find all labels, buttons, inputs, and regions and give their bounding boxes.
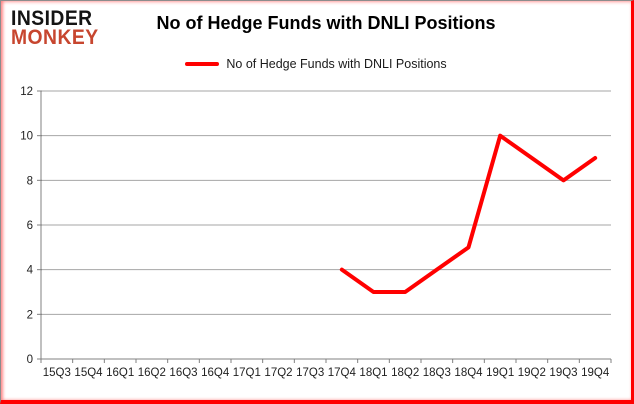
x-tick-label: 15Q3: [43, 367, 71, 379]
legend: No of Hedge Funds with DNLI Positions: [1, 57, 631, 71]
x-tick-label: 19Q3: [549, 367, 577, 379]
x-tick-label: 16Q4: [201, 367, 230, 379]
x-tick-label: 17Q1: [233, 367, 261, 379]
y-tick-label: 10: [20, 131, 33, 143]
x-tick-label: 17Q4: [328, 367, 357, 379]
chart-title: No of Hedge Funds with DNLI Positions: [156, 13, 496, 33]
x-tick-label: 18Q2: [391, 367, 419, 379]
x-tick-label: 18Q1: [359, 367, 387, 379]
x-tick-label: 19Q4: [581, 367, 610, 379]
y-tick-label: 6: [27, 220, 33, 232]
x-tick-label: 16Q1: [106, 367, 134, 379]
y-tick-label: 2: [27, 309, 33, 321]
legend-label: No of Hedge Funds with DNLI Positions: [226, 57, 447, 71]
x-tick-label: 16Q2: [138, 367, 166, 379]
x-tick-label: 17Q3: [296, 367, 324, 379]
y-tick-label: 12: [20, 86, 33, 98]
insider-monkey-logo: INSIDER MONKEY: [11, 8, 106, 48]
x-tick-label: 16Q3: [169, 367, 197, 379]
x-tick-label: 15Q4: [74, 367, 103, 379]
y-tick-label: 4: [27, 265, 34, 277]
data-series-line: [339, 133, 598, 294]
logo-line-insider: INSIDER: [11, 7, 93, 30]
x-tick-label: 17Q2: [264, 367, 292, 379]
x-tick-label: 19Q1: [486, 367, 514, 379]
y-tick-label: 8: [27, 175, 33, 187]
logo-line-monkey: MONKEY: [11, 26, 99, 49]
x-tick-label: 19Q2: [518, 367, 546, 379]
legend-line-swatch: [185, 61, 220, 67]
x-tick-label: 18Q4: [454, 367, 483, 379]
x-tick-label: 18Q3: [423, 367, 451, 379]
y-tick-label: 0: [27, 354, 33, 366]
